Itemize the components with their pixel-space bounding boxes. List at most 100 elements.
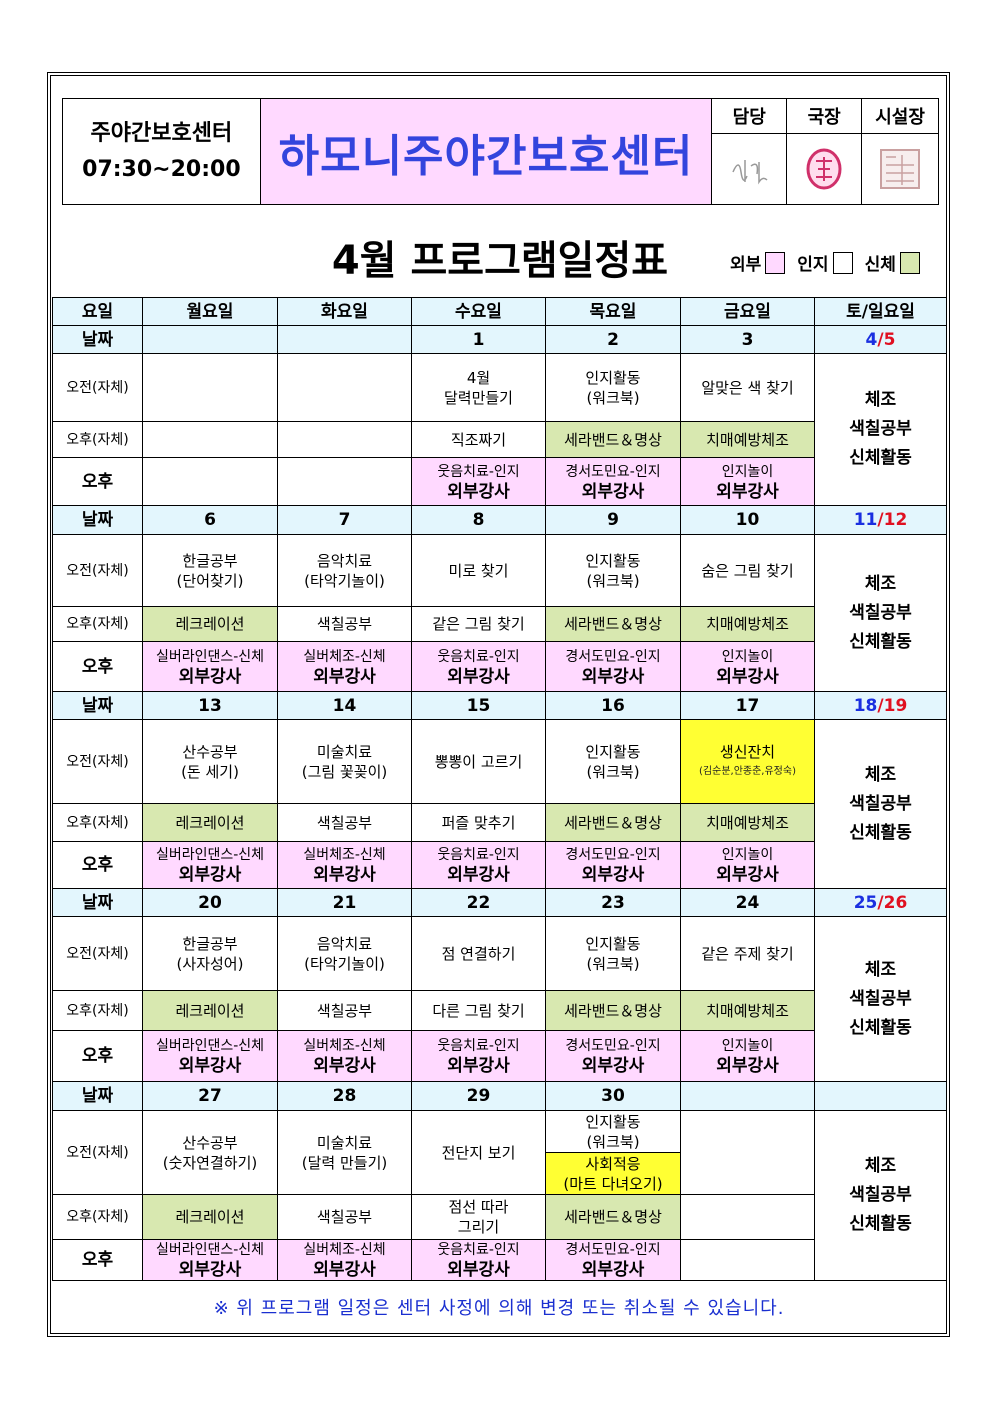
row-label-afternoon-self: 오후(자체) [52, 990, 143, 1031]
activity-note: (김순분,안종춘,유정숙) [699, 765, 796, 777]
date-number: 24 [735, 892, 760, 913]
external-program-cell [277, 457, 412, 506]
column-header-label: 월요일 [186, 301, 234, 322]
activity-line: 다른 그림 찾기 [432, 1001, 525, 1020]
column-header-label: 수요일 [455, 301, 502, 322]
date-cell: 9 [545, 505, 681, 535]
weekend-activity: 체조 [864, 959, 897, 980]
activity-line: 미술치료 [316, 742, 373, 761]
weekend-activity: 색칠공부 [849, 793, 912, 814]
date-cell: 20 [142, 888, 278, 917]
highlight-activity: 사회적응 (마트 다녀오기) [546, 1152, 680, 1194]
activity-cell: 인지활동 (워크북) [545, 916, 681, 991]
date-number: 1 [472, 329, 485, 350]
row-label-text: 오후(자체) [66, 814, 129, 831]
activity-line: 인지활동 [585, 934, 641, 953]
row-label-afternoon-self: 오후(자체) [52, 1194, 143, 1240]
activity-cell: 퍼즐 맞추기 [411, 803, 546, 842]
activity-line: 직조짜기 [450, 430, 507, 449]
activity-line: 색칠공부 [316, 813, 373, 832]
activity-line: 치매예방체조 [706, 813, 789, 832]
date-row: 날짜 6 7 8 9 10 11/12 [52, 505, 947, 535]
date-label-text: 날짜 [81, 1086, 114, 1106]
date-label: 날짜 [52, 691, 143, 720]
row-label-afternoon: 오후 [52, 1239, 143, 1281]
external-program-cell: 웃음치료-인지 외부강사 [411, 1239, 546, 1281]
date-cell: 23 [545, 888, 681, 917]
row-label-afternoon: 오후 [52, 1030, 143, 1082]
weekend-activities: 체조 색칠공부 신체활동 [814, 719, 947, 889]
date-number: 16 [601, 695, 625, 716]
activity-line: 세라밴드＆명상 [564, 1001, 662, 1020]
row-label-morning: 오전(자체) [52, 1110, 143, 1195]
afternoon-row: 오후 실버라인댄스-신체 외부강사 실버체조-신체 외부강사 웃음치료-인지 외부강사 경서도… [52, 841, 947, 889]
operating-hours: 07:30~20:00 [82, 156, 241, 182]
activity-line: 레크레이션 [175, 813, 245, 832]
center-label: 주야간보호센터 [90, 120, 233, 146]
column-header: 화요일 [277, 297, 412, 326]
date-row: 날짜 1 2 3 4/5 [52, 325, 947, 354]
program-detail: 웃음치료-인지 [437, 847, 520, 863]
activity-line: 숨은 그림 찾기 [701, 561, 794, 580]
activity-cell: 세라밴드＆명상 [545, 803, 681, 842]
activity-cell: 세라밴드＆명상 [545, 421, 681, 458]
date-cell: 3 [680, 325, 815, 354]
external-program-cell: 경서도민요-인지 외부강사 [545, 641, 681, 692]
program-type: 외부강사 [581, 1056, 645, 1076]
legend: 외부 인지 신체 [730, 250, 928, 275]
afternoon-self-row: 오후(자체) 직조짜기 세라밴드＆명상 치매예방체조 [52, 421, 947, 458]
approval-staff: 담당 [712, 99, 788, 204]
weekend-activities: 체조 색칠공부 신체활동 [814, 1110, 947, 1281]
activity-line: 4월 [466, 368, 491, 387]
weekend-activity: 색칠공부 [849, 419, 912, 439]
legend-cognitive-label: 인지 [797, 255, 829, 275]
activity-line: 세라밴드＆명상 [564, 813, 662, 832]
row-label-morning: 오전(자체) [52, 916, 143, 991]
saturday-date: 11 [853, 510, 878, 530]
activity-cell: 미술치료 (달력 만들기) [277, 1110, 412, 1195]
activity-cell: 뽕뽕이 고르기 [411, 719, 546, 804]
row-label-afternoon: 오후 [52, 457, 143, 506]
date-number: 3 [741, 329, 754, 350]
activity-cell: 인지활동 (워크북) 사회적응 (마트 다녀오기) [545, 1110, 681, 1195]
program-type: 외부강사 [313, 865, 376, 885]
program-detail: 실버체조-신체 [303, 1242, 386, 1258]
afternoon-row: 오후 실버라인댄스-신체 외부강사 실버체조-신체 외부강사 웃음치료-인지 외부강사 경서도… [52, 1239, 947, 1281]
activity-cell [277, 353, 412, 422]
sunday-date: 12 [883, 510, 908, 530]
external-program-cell: 웃음치료-인지 외부강사 [411, 457, 546, 506]
weekend-activity: 신체활동 [849, 448, 912, 468]
row-label-morning: 오전(자체) [52, 534, 143, 607]
activity-line: 레크레이션 [175, 615, 245, 633]
column-header: 요일 [52, 297, 143, 326]
row-label-text: 오후(자체) [66, 431, 129, 448]
column-header-label: 요일 [81, 301, 114, 322]
weekend-activity: 신체활동 [849, 822, 912, 843]
activity-line: 색칠공부 [316, 1001, 373, 1020]
program-detail: 웃음치료-인지 [437, 463, 520, 480]
activity-line: 색칠공부 [316, 615, 373, 633]
morning-row: 오전(자체) 한글공부 (사자성어) 음악치료 (타악기놀이) 점 연결하기 인지활동 (워크… [52, 916, 947, 1082]
legend-cognitive-swatch [832, 251, 853, 274]
date-cell: 2 [545, 325, 681, 354]
afternoon-self-row: 오후(자체) 레크레이션 색칠공부 같은 그림 찾기 세라밴드＆명상 치매예방체조 [52, 606, 947, 642]
date-cell: 17 [680, 691, 815, 720]
sunday-date: 5 [883, 329, 896, 350]
date-cell: 10 [680, 505, 815, 535]
activity-cell: 치매예방체조 [680, 990, 815, 1031]
program-detail: 실버체조-신체 [303, 1038, 386, 1054]
date-label: 날짜 [52, 888, 143, 917]
activity-cell: 다른 그림 찾기 [411, 990, 546, 1031]
activity-cell: 세라밴드＆명상 [545, 990, 681, 1031]
activity-cell: 같은 그림 찾기 [411, 606, 546, 642]
weekend-activity: 색칠공부 [849, 988, 912, 1009]
external-program-cell: 실버라인댄스-신체 외부강사 [142, 1030, 278, 1082]
date-label-text: 날짜 [81, 329, 114, 350]
activity-cell: 레크레이션 [142, 1194, 278, 1240]
approval-label: 담당 [712, 99, 787, 134]
activity-line: 생신잔치 [719, 742, 776, 761]
date-number: 9 [607, 510, 619, 530]
activity-cell: 한글공부 (단어찾기) [142, 534, 278, 607]
activity-cell: 알맞은 색 찾기 [680, 353, 815, 422]
external-program-cell: 실버라인댄스-신체 외부강사 [142, 1239, 278, 1281]
